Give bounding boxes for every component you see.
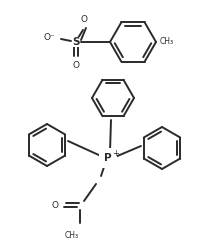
Text: CH₃: CH₃ [160,37,174,47]
Text: +: + [113,149,119,157]
Text: O: O [72,61,80,70]
Text: O: O [52,200,59,210]
Text: O: O [80,15,88,24]
Text: O⁻: O⁻ [43,33,55,42]
Text: S: S [72,37,80,47]
Text: CH₃: CH₃ [65,231,79,240]
Text: P: P [104,153,112,163]
